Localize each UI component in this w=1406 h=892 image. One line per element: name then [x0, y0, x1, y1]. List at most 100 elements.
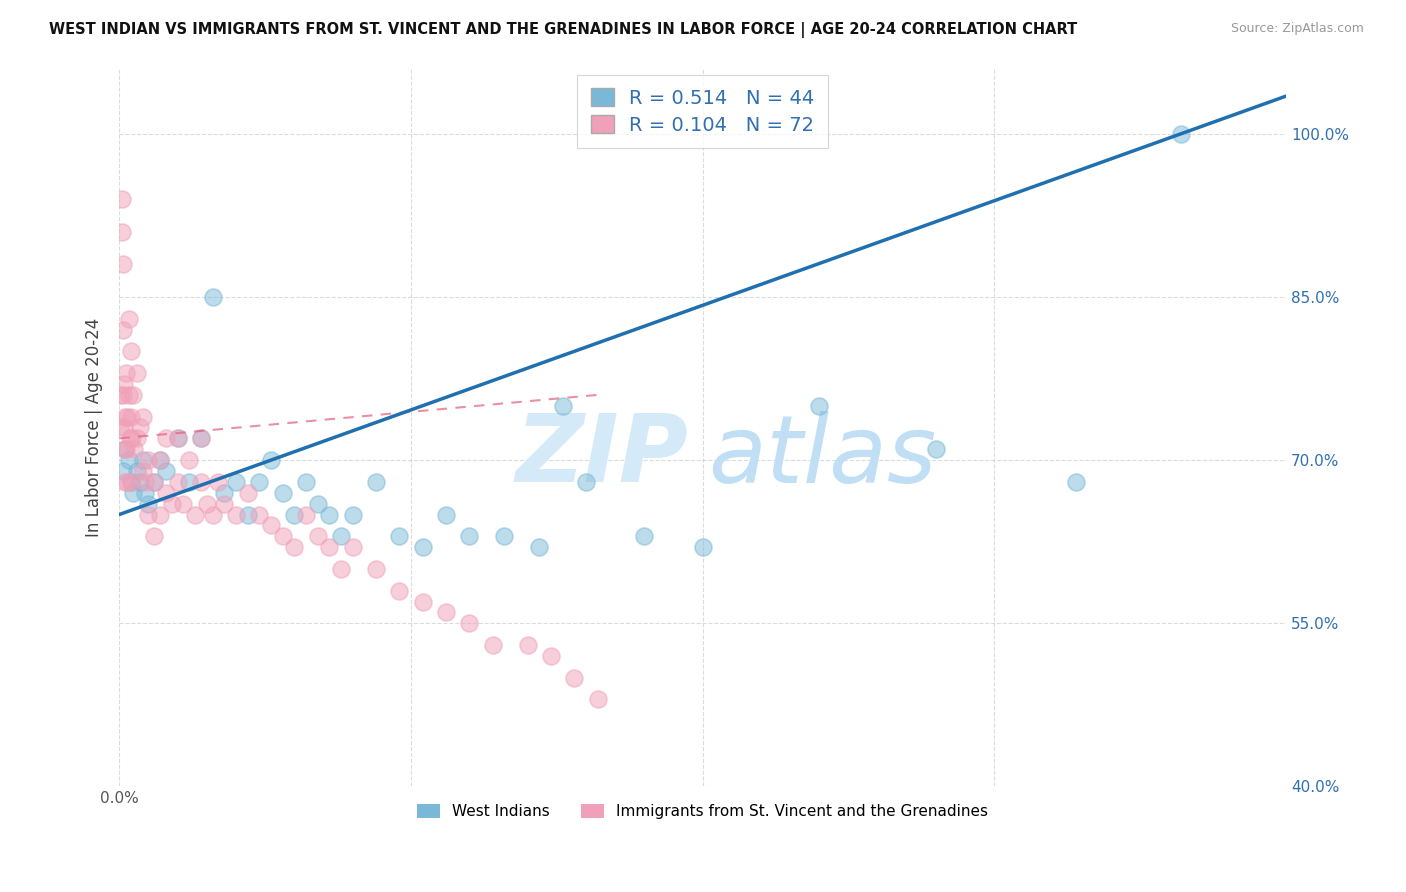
Point: [122, 388, 145, 402]
Point: [201, 290, 224, 304]
Point: [388, 529, 411, 543]
Point: [112, 376, 135, 391]
Point: [111, 257, 134, 271]
Point: [138, 497, 160, 511]
Point: [329, 562, 352, 576]
Point: [364, 475, 387, 489]
Point: [155, 431, 177, 445]
Point: [458, 529, 481, 543]
Point: [122, 485, 145, 500]
Point: [166, 475, 188, 489]
Point: [190, 431, 212, 445]
Point: [166, 431, 188, 445]
Point: [125, 366, 148, 380]
Point: [236, 508, 259, 522]
Point: [307, 529, 329, 543]
Point: [111, 388, 134, 402]
Point: [155, 464, 177, 478]
Point: [129, 475, 152, 489]
Point: [125, 464, 148, 478]
Point: [283, 508, 305, 522]
Y-axis label: In Labor Force | Age 20-24: In Labor Force | Age 20-24: [86, 318, 103, 537]
Point: [111, 323, 134, 337]
Point: [149, 508, 172, 522]
Point: [540, 648, 562, 663]
Point: [117, 453, 139, 467]
Point: [236, 485, 259, 500]
Point: [207, 475, 229, 489]
Point: [166, 431, 188, 445]
Point: [214, 497, 236, 511]
Text: atlas: atlas: [709, 410, 936, 501]
Point: [295, 475, 318, 489]
Point: [114, 442, 136, 457]
Point: [190, 475, 212, 489]
Point: [260, 453, 283, 467]
Point: [129, 420, 152, 434]
Point: [271, 485, 294, 500]
Point: [134, 475, 156, 489]
Point: [117, 409, 139, 424]
Point: [247, 475, 270, 489]
Point: [120, 344, 142, 359]
Point: [388, 583, 411, 598]
Point: [155, 485, 177, 500]
Point: [121, 431, 143, 445]
Point: [118, 431, 141, 445]
Point: [1170, 127, 1192, 141]
Point: [172, 497, 194, 511]
Point: [318, 540, 340, 554]
Point: [114, 409, 136, 424]
Point: [114, 442, 136, 457]
Point: [551, 399, 574, 413]
Point: [160, 497, 183, 511]
Point: [214, 485, 236, 500]
Point: [138, 453, 160, 467]
Point: [125, 431, 148, 445]
Point: [342, 540, 364, 554]
Point: [117, 388, 139, 402]
Point: [633, 529, 655, 543]
Point: [562, 671, 585, 685]
Point: [516, 638, 538, 652]
Point: [138, 508, 160, 522]
Point: [586, 692, 609, 706]
Point: [271, 529, 294, 543]
Point: [149, 453, 172, 467]
Point: [494, 529, 516, 543]
Point: [412, 540, 434, 554]
Point: [131, 464, 153, 478]
Point: [260, 518, 283, 533]
Point: [112, 420, 135, 434]
Point: [692, 540, 714, 554]
Point: [295, 508, 318, 522]
Point: [184, 508, 207, 522]
Point: [115, 366, 138, 380]
Point: [117, 311, 139, 326]
Point: [124, 442, 146, 457]
Point: [434, 508, 457, 522]
Point: [529, 540, 551, 554]
Point: [318, 508, 340, 522]
Point: [283, 540, 305, 554]
Point: [110, 192, 132, 206]
Point: [1064, 475, 1087, 489]
Point: [458, 616, 481, 631]
Point: [225, 475, 247, 489]
Legend: West Indians, Immigrants from St. Vincent and the Grenadines: West Indians, Immigrants from St. Vincen…: [411, 798, 994, 825]
Point: [115, 442, 138, 457]
Text: WEST INDIAN VS IMMIGRANTS FROM ST. VINCENT AND THE GRENADINES IN LABOR FORCE | A: WEST INDIAN VS IMMIGRANTS FROM ST. VINCE…: [49, 22, 1077, 38]
Point: [110, 225, 132, 239]
Point: [114, 475, 136, 489]
Text: ZIP: ZIP: [516, 410, 689, 502]
Point: [143, 529, 166, 543]
Point: [808, 399, 831, 413]
Point: [342, 508, 364, 522]
Point: [120, 475, 142, 489]
Point: [134, 485, 156, 500]
Point: [201, 508, 224, 522]
Point: [364, 562, 387, 576]
Point: [925, 442, 948, 457]
Point: [110, 420, 132, 434]
Text: Source: ZipAtlas.com: Source: ZipAtlas.com: [1230, 22, 1364, 36]
